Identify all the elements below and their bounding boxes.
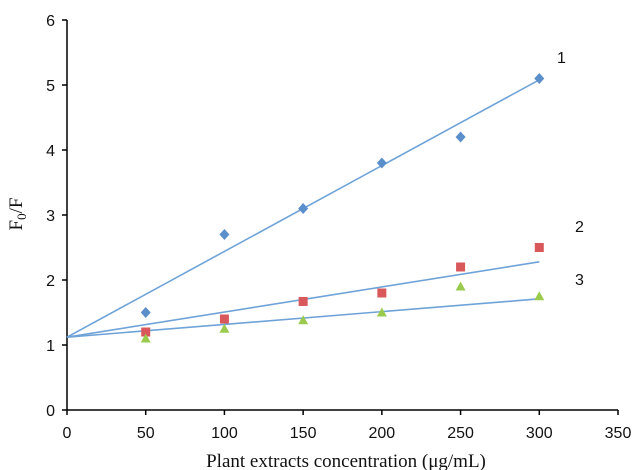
x-tick-label: 0 [63,425,72,442]
diamond-point [376,157,387,169]
y-tick-label: 3 [46,208,55,225]
y-axis-title-sub: 0 [14,213,29,220]
y-tick-label: 4 [46,143,55,160]
series-label-1: 1 [557,50,566,67]
square-point [141,327,151,337]
triangle-point [219,323,230,333]
diamond-point [534,73,545,84]
x-tick-label: 250 [447,425,474,442]
x-tick-label: 150 [290,425,317,442]
triangle-point [534,291,545,301]
x-tick-label: 200 [369,425,396,442]
triangle-point [298,315,309,325]
diamond-point [219,229,230,240]
x-tick-label: 100 [211,425,238,442]
y-tick-label: 2 [46,273,55,290]
diamond-point [298,203,309,214]
y-tick-label: 6 [46,13,55,30]
x-axis-title: Plant extracts concentration (μg/mL) [206,451,486,470]
series-labels: 1 2 3 [557,50,584,289]
triangle-point [455,281,466,291]
square-point [534,243,544,252]
diamond-point [140,307,151,318]
x-tick-label: 50 [137,425,155,442]
y-tick-label: 1 [46,338,55,355]
triangle-point [140,333,151,343]
axes: 0 50 100 150 200 250 300 350 0 1 2 3 4 5 6 [46,13,631,442]
y-tick-label: 0 [46,403,55,420]
y-axis-title: F0/F [6,198,29,231]
data-points [140,73,545,343]
triangle-point [376,307,387,317]
square-point [219,314,229,324]
y-axis-title-tail: /F [6,198,27,214]
diamond-point [455,131,466,143]
series-label-2: 2 [575,219,584,236]
y-axis-title-main: F [6,220,27,231]
square-point [298,296,308,306]
square-point [377,288,387,298]
x-tick-label: 350 [605,425,632,442]
square-point [456,262,466,272]
y-tick-label: 5 [46,78,55,95]
series-label-3: 3 [575,272,584,289]
x-tick-label: 300 [526,425,553,442]
